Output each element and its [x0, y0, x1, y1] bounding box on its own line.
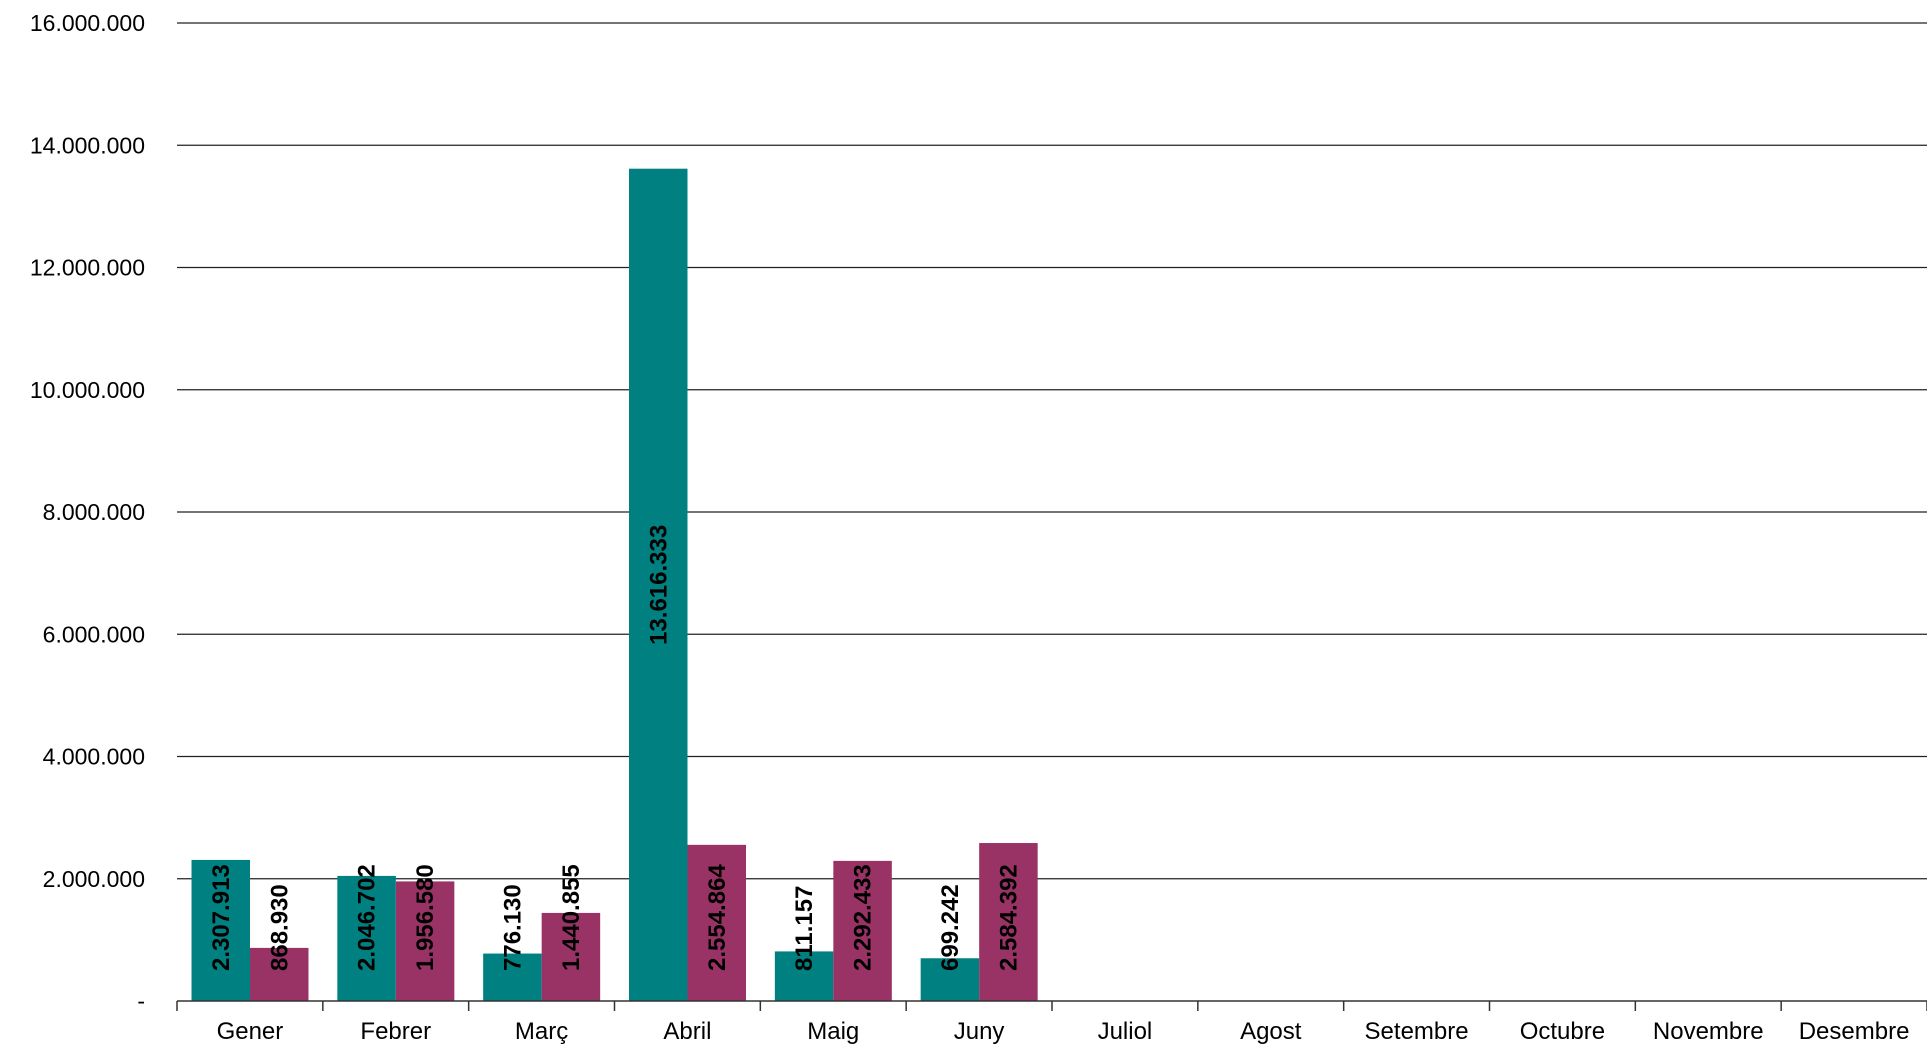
x-axis-categories: Gener Febrer Març Abril Maig Juny Juliol Agost S…: [217, 1018, 1910, 1045]
bars: [191, 168, 1038, 1001]
y-tick-label: 8.000.000: [43, 499, 145, 525]
x-category-label: Setembre: [1365, 1018, 1469, 1045]
x-category-label: Maig: [807, 1018, 859, 1045]
bar: [483, 953, 542, 1001]
bar: [687, 844, 746, 1001]
data-label: 13.616.333: [645, 525, 672, 645]
y-tick-label: 2.000.000: [43, 866, 145, 892]
y-tick-label: 14.000.000: [30, 132, 145, 158]
data-label: 2.584.392: [995, 864, 1022, 971]
gridlines: [177, 22, 1927, 880]
bar: [337, 875, 396, 1001]
data-label: 2.307.913: [208, 864, 235, 971]
bar: [395, 881, 455, 1001]
y-tick-label: 12.000.000: [30, 255, 145, 281]
y-tick-label: 16.000.000: [30, 10, 145, 36]
data-label: 1.440.855: [558, 864, 585, 971]
bar: [191, 859, 250, 1001]
data-label: 868.930: [266, 884, 293, 971]
data-label: 699.242: [937, 884, 964, 971]
data-labels: 2.307.913 2.046.702 776.130 13.616.333 811.1…: [208, 525, 1023, 971]
bar: [979, 843, 1038, 1001]
x-category-label: Octubre: [1520, 1018, 1605, 1045]
x-category-label: Novembre: [1653, 1018, 1764, 1045]
data-label: 2.554.864: [704, 864, 731, 971]
data-label: 2.046.702: [354, 864, 381, 971]
x-category-label: Abril: [663, 1018, 711, 1045]
data-label: 2.292.433: [850, 864, 877, 971]
data-label: 776.130: [499, 884, 526, 971]
bar: [250, 947, 309, 1001]
data-label: 1.956.580: [412, 864, 439, 971]
x-category-label: Juliol: [1098, 1018, 1153, 1045]
x-category-label: Juny: [954, 1018, 1005, 1045]
y-tick-label: 10.000.000: [30, 377, 145, 403]
y-axis-ticks: - 2.000.000 4.000.000 6.000.000 8.000.000 10.…: [30, 10, 145, 1014]
y-tick-label: 4.000.000: [43, 744, 145, 770]
x-category-label: Febrer: [360, 1018, 431, 1045]
y-tick-label: 6.000.000: [43, 621, 145, 647]
x-category-label: Agost: [1240, 1018, 1302, 1045]
bar: [774, 951, 834, 1001]
bar: [629, 168, 688, 1001]
y-tick-label: -: [137, 988, 145, 1014]
data-label: 811.157: [791, 886, 818, 971]
x-category-label: Gener: [217, 1018, 284, 1045]
x-category-label: Desembre: [1799, 1018, 1910, 1045]
x-axis: [176, 1000, 1927, 1011]
bar: [541, 912, 601, 1001]
x-category-label: Març: [515, 1018, 568, 1045]
bar: [833, 860, 892, 1001]
bar: [920, 958, 980, 1001]
